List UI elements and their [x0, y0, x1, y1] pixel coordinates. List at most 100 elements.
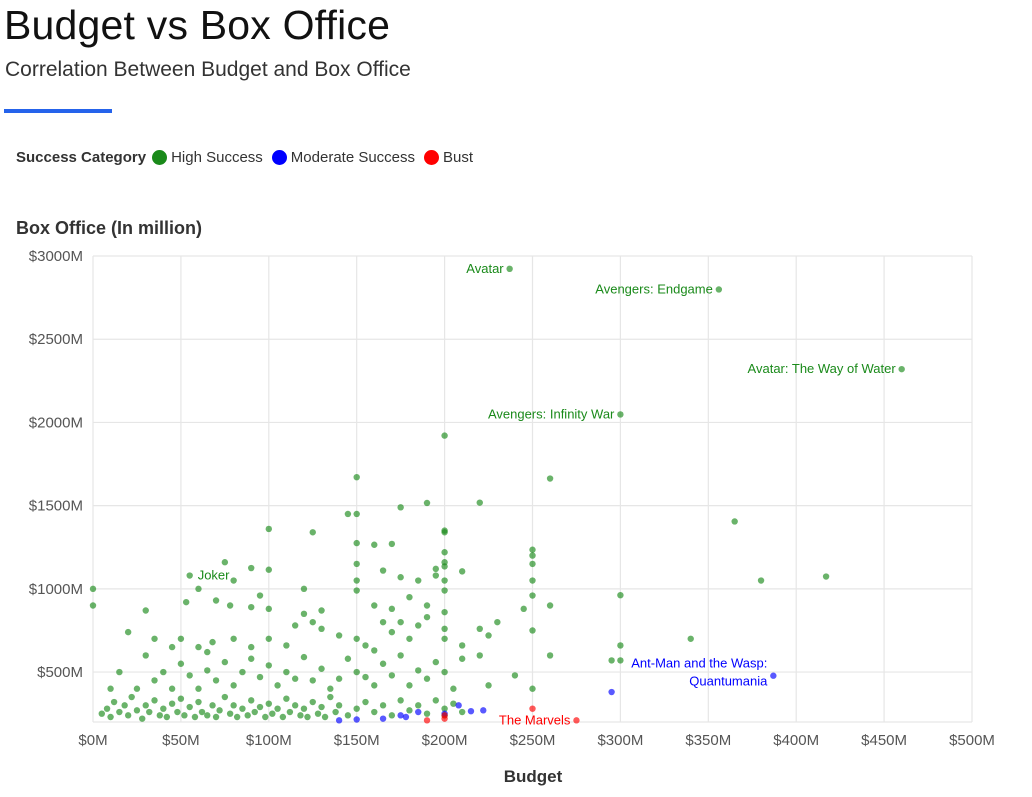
data-point-high-success[interactable] [511, 672, 519, 679]
data-point-high-success[interactable] [529, 552, 536, 559]
data-point-high-success[interactable] [230, 635, 237, 642]
data-point-high-success[interactable] [371, 647, 378, 654]
data-point-high-success[interactable] [371, 541, 378, 548]
data-point-high-success[interactable] [209, 702, 216, 709]
data-point-high-success[interactable] [327, 685, 334, 692]
data-point-high-success[interactable] [256, 703, 264, 711]
data-point-high-success[interactable] [687, 635, 694, 642]
data-point-high-success[interactable] [291, 675, 299, 682]
data-point-high-success[interactable] [204, 712, 211, 719]
data-point-high-success[interactable] [142, 702, 149, 709]
data-point-high-success[interactable] [262, 713, 269, 721]
data-point-high-success[interactable] [256, 673, 264, 681]
data-point-high-success[interactable] [297, 712, 304, 719]
data-point-high-success[interactable] [103, 705, 111, 712]
data-point-high-success[interactable] [230, 577, 237, 584]
data-point-high-success[interactable] [251, 708, 258, 716]
data-point-high-success[interactable] [485, 682, 492, 689]
data-point-high-success[interactable] [371, 602, 378, 609]
data-point-high-success[interactable] [168, 643, 176, 651]
data-point-high-success[interactable] [617, 657, 624, 664]
data-point-high-success[interactable] [195, 685, 202, 692]
data-point-high-success[interactable] [450, 700, 457, 707]
data-point-bust[interactable] [441, 712, 448, 719]
data-point-high-success[interactable] [116, 668, 123, 676]
data-point-high-success[interactable] [300, 653, 308, 661]
data-point-high-success[interactable] [309, 618, 316, 626]
legend-item-moderate-success[interactable]: Moderate Success [271, 149, 415, 166]
data-point-high-success[interactable] [146, 708, 153, 716]
data-point-high-success[interactable] [116, 708, 123, 716]
data-point-high-success[interactable] [133, 707, 141, 714]
data-point-high-success[interactable] [441, 432, 448, 439]
data-point-high-success[interactable] [406, 707, 413, 714]
data-point-high-success[interactable] [163, 713, 171, 721]
data-point-high-success[interactable] [423, 613, 431, 621]
data-point-high-success[interactable] [209, 638, 216, 646]
data-point-high-success[interactable] [476, 625, 483, 632]
data-point-high-success[interactable] [291, 622, 299, 629]
data-point-high-success[interactable] [432, 572, 440, 579]
data-point-high-success[interactable] [248, 603, 255, 611]
data-point-high-success[interactable] [441, 608, 448, 616]
legend-item-high-success[interactable]: High Success [152, 149, 263, 166]
data-point-high-success[interactable] [388, 540, 396, 548]
data-point-high-success[interactable] [379, 702, 387, 709]
data-point-high-success[interactable] [160, 668, 167, 676]
data-point-high-success[interactable] [212, 713, 220, 721]
data-point-high-success[interactable] [124, 712, 132, 719]
data-point-high-success[interactable] [198, 708, 206, 716]
data-point-high-success[interactable] [371, 708, 378, 716]
data-point-high-success[interactable] [309, 698, 316, 706]
data-point-high-success[interactable] [617, 411, 624, 418]
data-point-high-success[interactable] [397, 504, 404, 511]
data-point-high-success[interactable] [353, 539, 360, 547]
data-point-high-success[interactable] [239, 705, 246, 712]
data-point-high-success[interactable] [265, 635, 272, 642]
data-point-moderate-success[interactable] [353, 716, 360, 723]
data-point-moderate-success[interactable] [402, 713, 410, 721]
data-point-high-success[interactable] [274, 705, 281, 712]
data-point-high-success[interactable] [415, 577, 422, 584]
data-point-high-success[interactable] [191, 713, 199, 721]
data-point-high-success[interactable] [397, 652, 404, 659]
data-point-high-success[interactable] [139, 715, 146, 722]
data-point-high-success[interactable] [204, 648, 211, 656]
data-point-high-success[interactable] [142, 652, 149, 659]
data-point-high-success[interactable] [168, 700, 176, 707]
data-point-high-success[interactable] [248, 564, 255, 572]
data-point-high-success[interactable] [265, 662, 272, 669]
data-point-high-success[interactable] [327, 693, 334, 701]
data-point-high-success[interactable] [286, 708, 294, 716]
data-point-high-success[interactable] [617, 642, 624, 649]
data-point-high-success[interactable] [204, 667, 211, 674]
data-point-high-success[interactable] [529, 577, 536, 584]
data-point-high-success[interactable] [248, 643, 255, 651]
data-point-high-success[interactable] [546, 602, 554, 609]
data-point-high-success[interactable] [362, 698, 369, 706]
data-point-high-success[interactable] [274, 682, 281, 689]
data-point-high-success[interactable] [269, 710, 276, 717]
data-point-high-success[interactable] [617, 591, 624, 599]
data-point-high-success[interactable] [379, 618, 387, 626]
data-point-moderate-success[interactable] [480, 707, 487, 714]
data-point-high-success[interactable] [441, 635, 448, 642]
data-point-high-success[interactable] [520, 605, 527, 613]
data-point-high-success[interactable] [423, 710, 431, 717]
data-point-moderate-success[interactable] [415, 708, 422, 716]
data-point-high-success[interactable] [300, 705, 308, 712]
data-point-high-success[interactable] [212, 597, 220, 604]
data-point-high-success[interactable] [186, 672, 193, 679]
data-point-high-success[interactable] [151, 635, 158, 642]
data-point-high-success[interactable] [529, 546, 536, 553]
data-point-high-success[interactable] [353, 473, 360, 481]
data-point-high-success[interactable] [353, 587, 360, 594]
data-point-high-success[interactable] [156, 712, 164, 719]
data-point-high-success[interactable] [529, 685, 536, 692]
data-point-high-success[interactable] [160, 705, 167, 712]
data-point-high-success[interactable] [397, 697, 404, 704]
data-point-high-success[interactable] [318, 625, 325, 632]
data-point-high-success[interactable] [300, 610, 308, 618]
data-point-high-success[interactable] [174, 708, 181, 716]
data-point-high-success[interactable] [415, 702, 422, 709]
